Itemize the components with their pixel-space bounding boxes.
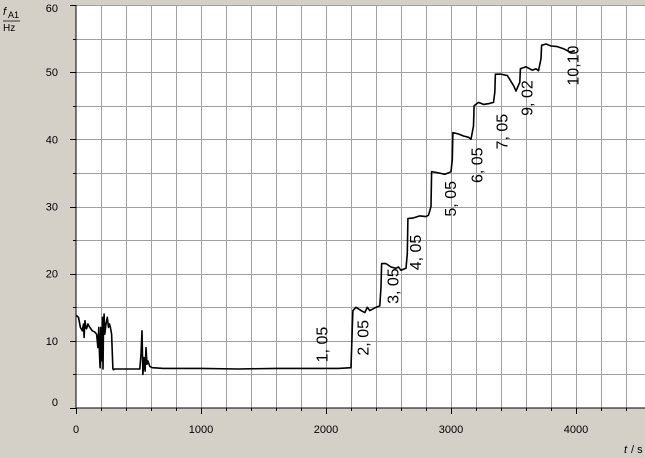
annotation-label: 4, 05	[408, 235, 425, 271]
annotation-label: 6, 05	[469, 147, 486, 183]
x-axis-label-unit: / s	[631, 444, 643, 456]
series-line-1	[75, 43, 576, 376]
series-layer	[75, 43, 576, 376]
y-tick-label: 50	[46, 67, 58, 79]
y-tick-label: 30	[46, 202, 58, 214]
y-axis-label: f A1 Hz	[3, 6, 20, 34]
annotation-label: 7, 05	[494, 114, 511, 150]
x-tick-label: 3000	[439, 424, 463, 436]
annotation-label: 2, 05	[356, 320, 373, 356]
x-tick-label: 0	[73, 424, 79, 436]
tick-layer: 0 1000 2000 3000 4000 0 10 20 30 40 50 60	[46, 3, 627, 436]
y-tick-label: 40	[46, 134, 58, 146]
annotation-label: 1, 05	[314, 327, 331, 363]
y-axis-label-unit: Hz	[3, 23, 15, 34]
y-tick-label: 10	[46, 336, 58, 348]
y-axis-label-symbol: f	[3, 6, 7, 18]
grid-layer	[76, 5, 645, 408]
x-tick-label: 4000	[564, 424, 588, 436]
x-tick-label: 2000	[314, 424, 338, 436]
x-axis-label: t / s	[624, 444, 643, 456]
annotation-label: 5, 05	[443, 181, 460, 217]
annotation-layer: 1, 05 2, 05 3, 05 4, 05 5, 05 6, 05 7, 05 9, 02…	[314, 45, 582, 362]
y-tick-label: 0	[52, 397, 58, 409]
annotation-label: 9, 02	[519, 80, 536, 116]
annotation-label: 10,10	[566, 45, 583, 85]
y-tick-label: 20	[46, 269, 58, 281]
y-tick-label: 60	[46, 3, 58, 15]
y-axis-label-subscript: A1	[8, 10, 19, 20]
annotation-label: 3, 05	[385, 268, 402, 304]
x-axis-label-symbol: t	[624, 444, 628, 456]
x-tick-label: 1000	[189, 424, 213, 436]
